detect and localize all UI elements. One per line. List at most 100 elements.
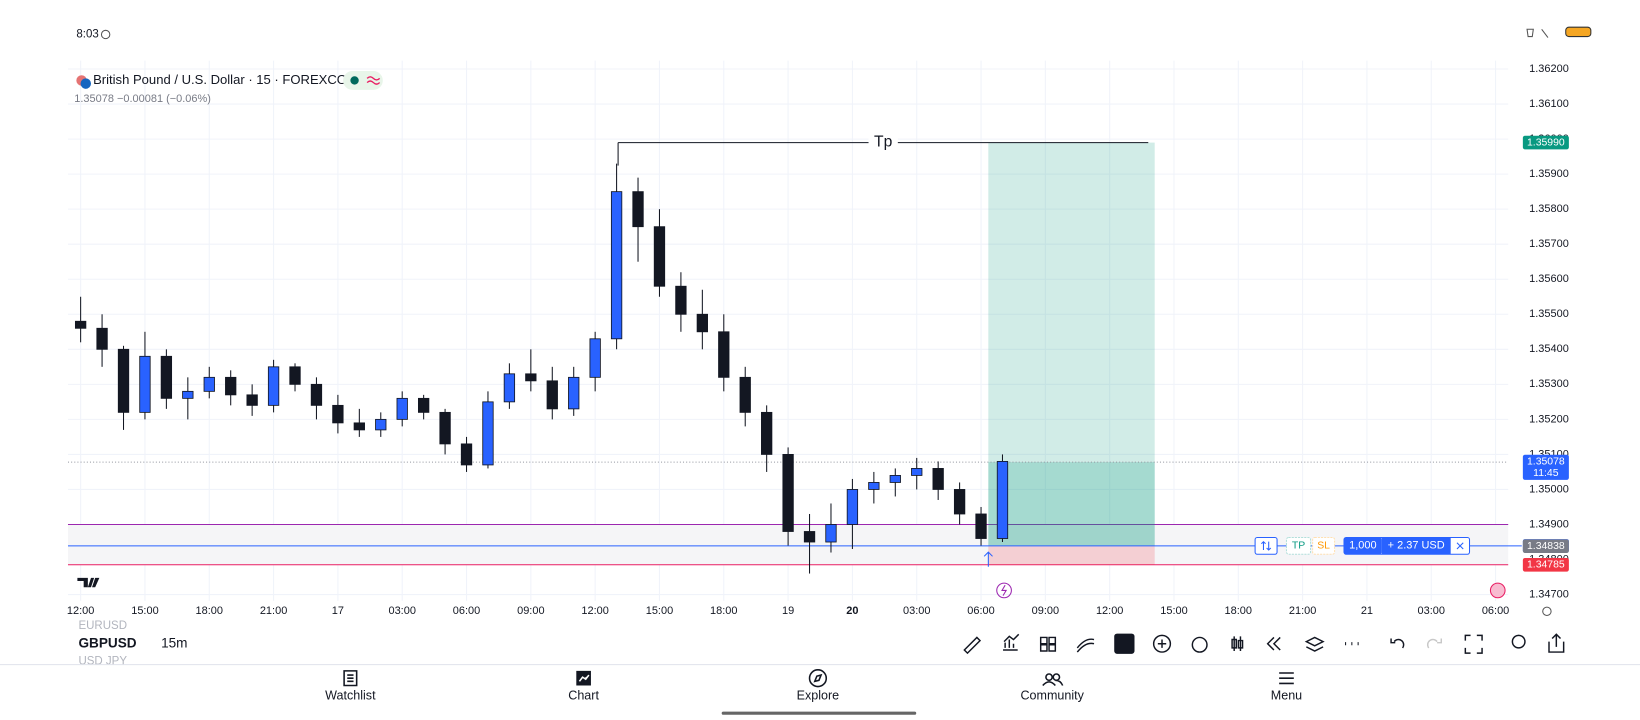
quantity-box (1344, 537, 1382, 555)
candle-body (482, 401, 494, 466)
tool-alert[interactable] (1191, 636, 1208, 653)
symbol[interactable]: GBPUSD (78, 635, 136, 650)
x-tick-label: 18:00 (710, 605, 737, 617)
y-tick-label: 1.35800 (1529, 203, 1569, 215)
x-tick-label: 20 (846, 605, 858, 617)
flag-icon (80, 78, 91, 89)
tool-tv[interactable] (1114, 633, 1135, 654)
candle-body (846, 489, 859, 525)
tool-draw[interactable] (963, 636, 982, 655)
price-label-sub: 11:45 (1533, 468, 1559, 479)
tool-ideas[interactable] (1511, 634, 1526, 649)
chart-title: British Pound / U.S. Dollar · 15 · FOREX… (93, 72, 358, 87)
price-label: 1.34785 (1527, 560, 1565, 571)
y-tick-label: 1.35600 (1529, 273, 1569, 285)
nav-label[interactable]: Chart (568, 688, 599, 702)
x-tick-label: 06:00 (967, 605, 994, 617)
candle-body (74, 320, 87, 329)
x-tick-label: 15:00 (131, 605, 158, 617)
reverse-button[interactable] (1254, 536, 1278, 555)
event-icon-bolt (1001, 584, 1008, 596)
candle-body (589, 338, 601, 378)
tool-redo (1426, 638, 1443, 649)
candle-body (739, 376, 751, 413)
plot-layer: Tp (74, 133, 1149, 574)
x-tick-label: 17 (332, 605, 344, 617)
entry-arrow (983, 551, 993, 567)
x-tick-label: 06:00 (453, 605, 480, 617)
y-tick-label: 1.35000 (1529, 483, 1569, 495)
nav-label[interactable]: Explore (797, 688, 840, 702)
tool-fullscreen[interactable] (1464, 634, 1483, 654)
sl-button[interactable] (1312, 536, 1336, 555)
candle-body (267, 366, 280, 406)
bottom-nav: Watchlist Chart Explore Community Menu (325, 669, 1302, 702)
annotation-text: Tp (874, 134, 893, 151)
y-tick-label: 1.35900 (1529, 168, 1569, 180)
y-tick-label: 1.35200 (1529, 413, 1569, 425)
candle-body (546, 380, 558, 410)
nav-icon (1042, 673, 1064, 687)
candle-body (568, 376, 580, 410)
battery-icon (1565, 26, 1592, 38)
tool-bars[interactable] (1231, 636, 1244, 652)
candle-body (96, 327, 108, 350)
tool-compare[interactable] (1076, 638, 1095, 653)
y-tick-label: 1.35400 (1529, 343, 1569, 355)
x-tick-label: 03:00 (1418, 605, 1445, 617)
candle-body (353, 422, 365, 431)
x-tick-label: 21:00 (260, 605, 287, 617)
x-tick-label: 15:00 (646, 605, 673, 617)
annotation-bg (868, 133, 898, 152)
candle-body (718, 331, 730, 378)
candle-body (417, 397, 430, 413)
tool-indicators[interactable] (1003, 633, 1020, 651)
tool-layers[interactable] (1304, 636, 1325, 652)
tool-layout[interactable] (1039, 636, 1057, 652)
x-tick-label: 15:00 (1160, 605, 1187, 617)
y-tick-label: 1.34700 (1529, 588, 1569, 600)
x-tick-label: 12:00 (581, 605, 608, 617)
nav-label[interactable]: Watchlist (325, 688, 376, 702)
symbol-prev[interactable]: EURUSD (78, 620, 127, 632)
nav-icon (808, 669, 828, 688)
x-tick-label: 21 (1361, 605, 1373, 617)
price-label: 1.35078 (1527, 456, 1565, 467)
candle-body (182, 390, 194, 399)
interval[interactable]: 15m (161, 635, 187, 650)
quote: 1.35078 −0.00081 (−0.06%) (74, 93, 211, 105)
base-layer: 12:00 15:00 18:00 21:00 17 03:00 06:00 09:00 12:… (67, 60, 1569, 617)
candle-body (525, 373, 537, 382)
status-icon (100, 29, 111, 40)
y-tick-label: 1.35100 (1529, 448, 1569, 460)
tool-share[interactable] (1548, 633, 1565, 653)
symbol-next[interactable]: USD JPY (78, 656, 127, 668)
event-icon (996, 582, 1012, 599)
tool-undo[interactable] (1390, 638, 1405, 649)
candle-body (696, 313, 708, 333)
tool-add[interactable] (1152, 634, 1172, 653)
settings-icon (1542, 606, 1552, 617)
price-label-box (1522, 557, 1569, 572)
tool-replay[interactable] (1266, 636, 1281, 651)
candle-body (160, 355, 173, 399)
toolbar (963, 633, 1565, 655)
close-position[interactable] (1456, 542, 1464, 550)
candle-body (996, 461, 1009, 539)
y-tick-label: 1.36100 (1529, 98, 1569, 110)
candle-body (911, 468, 923, 476)
price-label-box (1522, 454, 1569, 480)
nav-icon (1279, 672, 1294, 685)
tp-button[interactable] (1285, 536, 1312, 555)
nav-label[interactable]: Community (1020, 688, 1084, 702)
pnl-box (1381, 537, 1451, 555)
x-tick-label: 12:00 (1096, 605, 1123, 617)
candle-body (439, 411, 451, 445)
nav-label[interactable]: Menu (1271, 688, 1302, 702)
candle-body (396, 397, 408, 420)
flag-event-icon (1489, 582, 1506, 599)
candle-body (653, 226, 666, 287)
